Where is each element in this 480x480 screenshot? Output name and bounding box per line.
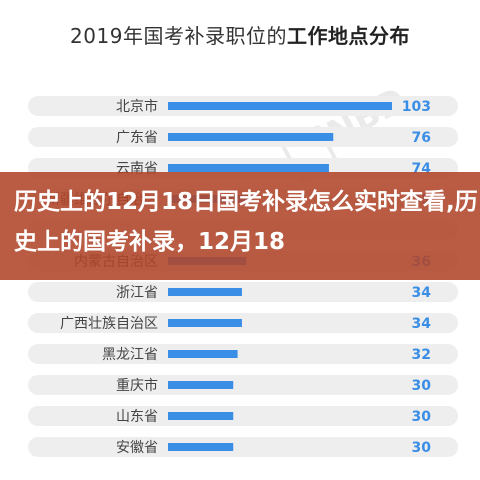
headline-banner: 历史上的12月18日国考补录怎么实时查看,历史上的国考补录，12月18 bbox=[0, 172, 480, 280]
bar-track bbox=[28, 282, 458, 302]
bar-track bbox=[28, 344, 458, 364]
headline-text: 历史上的12月18日国考补录怎么实时查看,历史上的国考补录，12月18 bbox=[14, 189, 478, 255]
bar bbox=[168, 319, 242, 327]
chart-title-bold: 工作地点分布 bbox=[286, 24, 410, 48]
category-label: 安徽省 bbox=[116, 440, 158, 456]
bar bbox=[168, 381, 234, 389]
category-label: 黑龙江省 bbox=[102, 347, 158, 363]
data-label: 30 bbox=[412, 378, 432, 394]
data-label: 32 bbox=[412, 347, 431, 363]
category-label: 山东省 bbox=[116, 409, 158, 425]
data-label: 103 bbox=[402, 99, 431, 115]
bar-track bbox=[28, 406, 458, 426]
category-label: 广东省 bbox=[116, 130, 158, 146]
chart-title: 2019年国考补录职位的工作地点分布 bbox=[0, 20, 480, 49]
data-label: 34 bbox=[412, 316, 432, 332]
bar bbox=[168, 443, 234, 451]
bar bbox=[168, 102, 392, 110]
category-label: 重庆市 bbox=[116, 377, 158, 394]
bar-track bbox=[28, 437, 458, 457]
category-label: 北京市 bbox=[116, 98, 158, 115]
data-label: 30 bbox=[412, 409, 432, 425]
bar bbox=[168, 164, 329, 172]
bar-track bbox=[28, 313, 458, 333]
bar bbox=[168, 412, 234, 420]
category-label: 广西壮族自治区 bbox=[60, 316, 158, 332]
chart-title-prefix: 2019年国考补录职位的 bbox=[70, 24, 287, 48]
bar-track bbox=[28, 375, 458, 395]
category-label: 浙江省 bbox=[116, 285, 158, 301]
data-label: 76 bbox=[412, 130, 431, 146]
bar bbox=[168, 133, 334, 141]
data-label: 34 bbox=[412, 285, 432, 301]
bar bbox=[168, 288, 242, 296]
bar bbox=[168, 350, 238, 358]
data-label: 30 bbox=[412, 440, 432, 456]
